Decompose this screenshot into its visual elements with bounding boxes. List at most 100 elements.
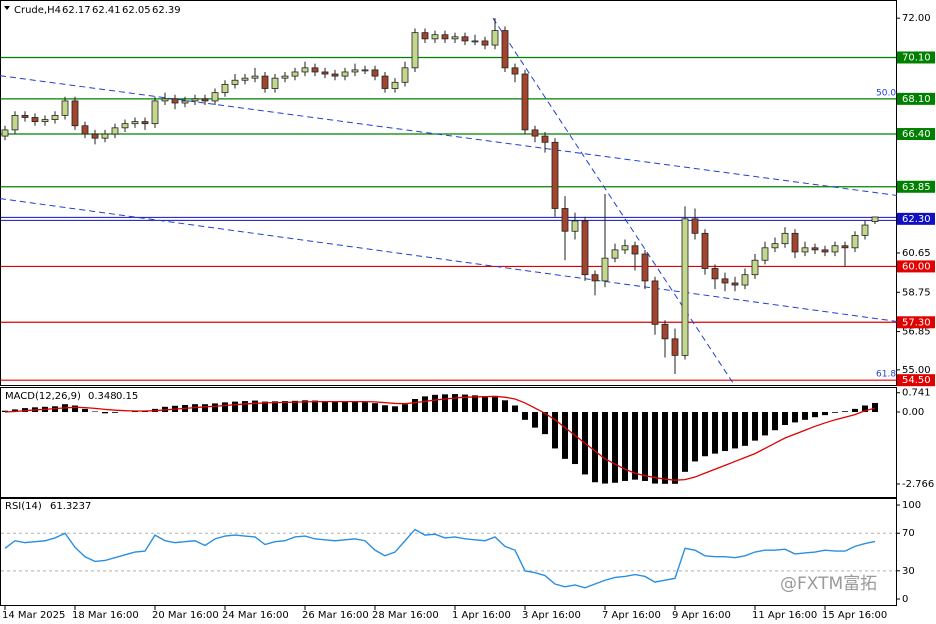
macd-bar	[552, 412, 558, 449]
macd-bar	[302, 400, 308, 413]
candle-body	[291, 71, 299, 77]
macd-bar	[822, 412, 828, 416]
macd-bar	[612, 412, 618, 483]
ohlc-close: 62.39	[152, 5, 181, 16]
macd-bar	[292, 400, 298, 413]
macd-bar	[562, 412, 568, 459]
macd-bar	[472, 395, 478, 413]
candle-body	[741, 274, 749, 286]
trend-line	[0, 198, 898, 322]
macd-bar	[842, 411, 848, 413]
macd-bar	[492, 395, 498, 413]
macd-bar	[82, 408, 88, 413]
candle-body	[871, 216, 879, 222]
macd-panel	[0, 387, 897, 498]
candle-body	[131, 121, 139, 125]
macd-bar	[792, 412, 798, 423]
macd-bar	[782, 412, 788, 426]
level-label: 54.50	[902, 375, 931, 386]
x-tick-label: 18 Mar 16:00	[72, 610, 139, 621]
level-label: 63.85	[902, 182, 931, 193]
macd-bar	[112, 412, 118, 413]
macd-bar	[432, 394, 438, 413]
candle-body	[401, 67, 409, 83]
macd-bar	[832, 412, 838, 413]
candle-body	[261, 75, 269, 89]
watermark: @FXTM富拓	[780, 574, 877, 594]
symbol-title: Crude,H4	[14, 5, 61, 16]
macd-bar	[272, 401, 278, 413]
macd-bar	[532, 412, 538, 428]
candle-body	[771, 243, 779, 249]
macd-bar	[482, 396, 488, 413]
macd-bar	[502, 400, 508, 413]
candle-body	[841, 245, 849, 249]
candle-body	[461, 36, 469, 42]
macd-value: 0.348	[88, 391, 117, 402]
macd-bar	[102, 412, 108, 414]
macd-bar	[812, 412, 818, 418]
candle-body	[691, 218, 699, 234]
candle-body	[731, 282, 739, 286]
candle-body	[491, 30, 499, 46]
candle-body	[591, 274, 599, 282]
ohlc-open: 62.17	[62, 5, 91, 16]
macd-bar	[12, 409, 18, 413]
macd-bar	[262, 401, 268, 413]
candle-body	[421, 32, 429, 40]
candle-body	[581, 220, 589, 276]
macd-bar	[692, 412, 698, 462]
rsi-title: RSI(14)	[5, 501, 42, 512]
macd-bar	[542, 412, 548, 435]
candle-body	[521, 73, 529, 131]
macd-bar	[242, 401, 248, 413]
macd-bar	[452, 394, 458, 413]
macd-bar	[142, 411, 148, 413]
level-label-box	[897, 316, 935, 329]
macd-bar	[742, 412, 748, 446]
candle-body	[331, 73, 339, 77]
candle-body	[711, 268, 719, 280]
candle-body	[471, 40, 479, 43]
candle-body	[621, 245, 629, 251]
macd-bar	[92, 411, 98, 413]
level-label-box	[897, 92, 935, 105]
macd-bar	[732, 412, 738, 449]
candle-body	[761, 247, 769, 261]
candle-body	[241, 77, 249, 81]
macd-bar	[512, 405, 518, 413]
candle-body	[51, 115, 59, 120]
candle-body	[721, 278, 729, 284]
macd-bar	[722, 412, 728, 452]
candle-body	[611, 249, 619, 259]
ohlc-high: 62.41	[92, 5, 121, 16]
candle-body	[181, 100, 189, 104]
macd-bar	[422, 396, 428, 413]
candle-body	[541, 135, 549, 143]
rsi-value: 61.3237	[50, 501, 91, 512]
menu-triangle	[4, 6, 10, 10]
macd-bar	[672, 412, 678, 484]
candle-body	[811, 247, 819, 251]
y-tick-label: 70	[902, 528, 915, 539]
macd-bar	[222, 402, 228, 413]
macd-bar	[592, 412, 598, 483]
macd-bar	[872, 402, 878, 413]
macd-bar	[362, 402, 368, 413]
candle-body	[511, 67, 519, 75]
candle-body	[111, 127, 119, 135]
candle-body	[351, 69, 359, 73]
macd-bar	[72, 405, 78, 413]
level-label: 62.30	[902, 214, 931, 225]
macd-bar	[462, 394, 468, 413]
candle-body	[851, 234, 859, 249]
candle-body	[271, 77, 279, 89]
level-label: 60.00	[902, 261, 931, 272]
macd-bar	[652, 412, 658, 484]
trend-line	[0, 75, 898, 196]
candle-body	[561, 208, 569, 232]
macd-bar	[402, 404, 408, 413]
level-label: 57.30	[902, 317, 931, 328]
macd-bar	[322, 401, 328, 413]
candle-body	[831, 245, 839, 253]
